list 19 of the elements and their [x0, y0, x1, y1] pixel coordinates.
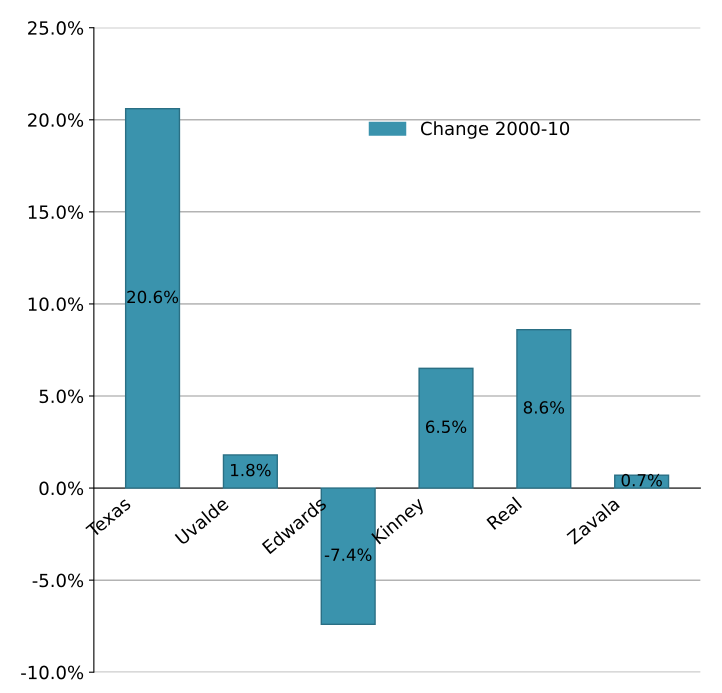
- bar: [418, 368, 474, 489]
- data-label: 1.8%: [231, 464, 271, 476]
- y-tick-label: 5.0%: [40, 389, 84, 404]
- y-tick-label: 15.0%: [28, 205, 84, 219]
- bar: [124, 108, 180, 489]
- bar: [516, 329, 572, 489]
- data-label: -7.4%: [324, 548, 372, 562]
- y-tick-label: -5.0%: [32, 574, 84, 588]
- y-tick-label: -10.0%: [21, 666, 84, 680]
- y-tick-label: 25.0%: [28, 21, 84, 35]
- legend-label: Change 2000-10: [421, 121, 570, 139]
- data-label: 20.6%: [127, 290, 178, 304]
- data-label: 6.5%: [426, 420, 466, 434]
- y-tick-label: 20.0%: [28, 113, 84, 127]
- y-tick-label: 10.0%: [28, 297, 84, 312]
- bar: [222, 454, 278, 489]
- data-label: 8.6%: [524, 401, 564, 414]
- y-tick-label: 0.0%: [39, 482, 84, 496]
- data-label: 0.7%: [622, 474, 662, 486]
